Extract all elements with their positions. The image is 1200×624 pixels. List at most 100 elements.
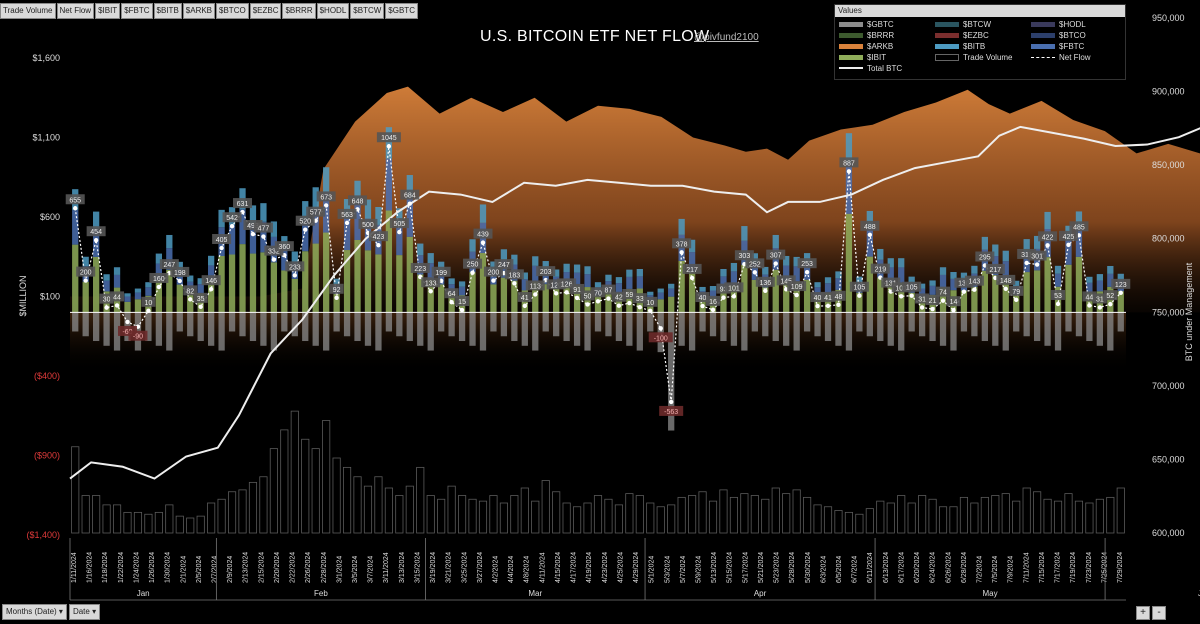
legend-swatch xyxy=(839,21,863,27)
field-chip-gbtc[interactable]: $GBTC xyxy=(385,3,418,19)
bitb-bar xyxy=(908,276,915,283)
ibit-bar xyxy=(824,293,832,313)
trade-volume-bar xyxy=(604,498,613,534)
gbtc-outflow-bar xyxy=(542,312,549,332)
trade-volume-bar xyxy=(468,498,477,534)
date-tick-label: 5/30/2024 xyxy=(805,552,812,583)
ibit-bar xyxy=(93,256,100,313)
net-flow-label: 33 xyxy=(636,296,644,303)
ibit-bar xyxy=(406,236,413,313)
field-chip-ezbc[interactable]: $EZBC xyxy=(249,3,282,19)
fbtc-bar xyxy=(730,271,738,286)
months-field-dropdown[interactable]: Months (Date) ▾ xyxy=(2,604,67,620)
trade-volume-bar xyxy=(667,504,676,534)
field-chip-btco[interactable]: $BTCO xyxy=(216,3,249,19)
fbtc-bar xyxy=(783,265,790,282)
bitb-bar xyxy=(166,234,173,249)
trade-volume-bar xyxy=(92,495,101,534)
expand-button[interactable]: + xyxy=(1136,606,1150,620)
date-tick-label: 5/28/2024 xyxy=(789,552,796,583)
field-chip-netflow[interactable]: Net Flow xyxy=(56,3,95,19)
bitb-bar xyxy=(155,253,163,264)
date-tick-label: 7/9/2024 xyxy=(1008,556,1015,583)
bitb-bar xyxy=(1086,276,1093,283)
ibit-bar xyxy=(992,275,999,313)
gbtc-outflow-bar xyxy=(469,312,476,346)
field-chip-hodl[interactable]: $HODL xyxy=(316,3,350,19)
net-flow-point xyxy=(491,278,496,283)
month-label: Mar xyxy=(528,589,542,598)
fbtc-bar xyxy=(385,158,393,211)
net-flow-point xyxy=(668,399,674,405)
bitb-bar xyxy=(981,236,988,250)
net-flow-point xyxy=(1097,305,1103,310)
net-flow-label: 59 xyxy=(625,292,633,299)
net-flow-point xyxy=(658,326,663,331)
field-chip-brrr[interactable]: $BRRR xyxy=(282,3,316,19)
trade-volume-bar xyxy=(1022,487,1031,534)
trade-volume-bar xyxy=(520,487,529,534)
gbtc-outflow-bar xyxy=(783,312,790,346)
gbtc-outflow-bar xyxy=(793,312,800,351)
net-flow-label-box xyxy=(964,275,984,286)
gbtc-outflow-bar xyxy=(553,312,560,337)
legend-swatch xyxy=(1031,43,1055,49)
net-flow-point xyxy=(386,144,392,149)
net-flow-label: 563 xyxy=(341,212,353,219)
net-flow-point xyxy=(449,300,454,305)
bitb-bar xyxy=(803,253,811,264)
date-tick-label: 5/7/2024 xyxy=(680,556,687,583)
bitb-bar xyxy=(1013,280,1020,287)
collapse-button[interactable]: - xyxy=(1152,606,1166,620)
net-flow-label: -100 xyxy=(654,335,668,342)
net-flow-point xyxy=(689,275,695,281)
field-chip-tradevolume[interactable]: Trade Volume xyxy=(0,3,56,19)
field-chip-bitb[interactable]: $BITB xyxy=(153,3,182,19)
fbtc-bar xyxy=(343,218,351,251)
field-chip-fbtc[interactable]: $FBTC xyxy=(121,3,153,19)
net-flow-point xyxy=(146,308,151,314)
net-flow-label-box xyxy=(1058,230,1078,241)
date-tick-label: 2/22/2024 xyxy=(290,552,297,583)
fbtc-bar xyxy=(155,263,163,281)
gbtc-outflow-bar xyxy=(312,312,319,346)
net-flow-label: 93 xyxy=(720,287,728,294)
date-field-dropdown[interactable]: Date ▾ xyxy=(68,604,101,620)
bitb-bar xyxy=(573,264,581,273)
bitb-bar xyxy=(93,211,100,229)
net-flow-label-box xyxy=(996,274,1016,285)
ibit-bar xyxy=(751,279,758,313)
gbtc-outflow-bar xyxy=(563,312,570,342)
net-flow-label-box xyxy=(274,241,294,252)
date-tick-label: 5/9/2024 xyxy=(695,556,702,583)
net-flow-point xyxy=(700,303,705,309)
net-flow-point xyxy=(1045,243,1050,248)
ibit-bar xyxy=(887,282,894,313)
net-flow-label: 35 xyxy=(197,296,205,303)
ibit-bar xyxy=(1065,264,1072,313)
legend-title[interactable]: Values xyxy=(835,5,1125,17)
bitb-bar xyxy=(542,261,549,270)
gbtc-outflow-bar xyxy=(333,312,340,332)
net-flow-label-box xyxy=(65,194,85,205)
ibit-bar xyxy=(553,288,560,313)
fbtc-bar xyxy=(1107,273,1114,287)
trade-volume-bar xyxy=(154,511,163,534)
field-chip-arkb[interactable]: $ARKB xyxy=(182,3,216,19)
date-tick-label: 3/5/2024 xyxy=(352,556,359,583)
bitb-bar xyxy=(898,258,905,268)
ibit-bar xyxy=(762,287,769,313)
net-flow-label: 74 xyxy=(939,290,947,297)
gbtc-outflow-bar xyxy=(1054,312,1062,351)
bitb-bar xyxy=(730,262,738,272)
chart-subtitle[interactable]: @pivfund2100 xyxy=(694,32,759,43)
gbtc-outflow-bar xyxy=(971,312,978,337)
fbtc-bar xyxy=(950,278,957,291)
field-chip-btcw[interactable]: $BTCW xyxy=(350,3,385,19)
field-chip-ibit[interactable]: $IBIT xyxy=(95,3,121,19)
bitb-bar xyxy=(312,187,319,209)
trade-volume-bar xyxy=(897,495,906,534)
legend-item-totalbtc: Total BTC xyxy=(839,63,935,73)
net-flow-label-box xyxy=(76,266,96,277)
date-tick-label: 4/8/2024 xyxy=(524,556,531,583)
